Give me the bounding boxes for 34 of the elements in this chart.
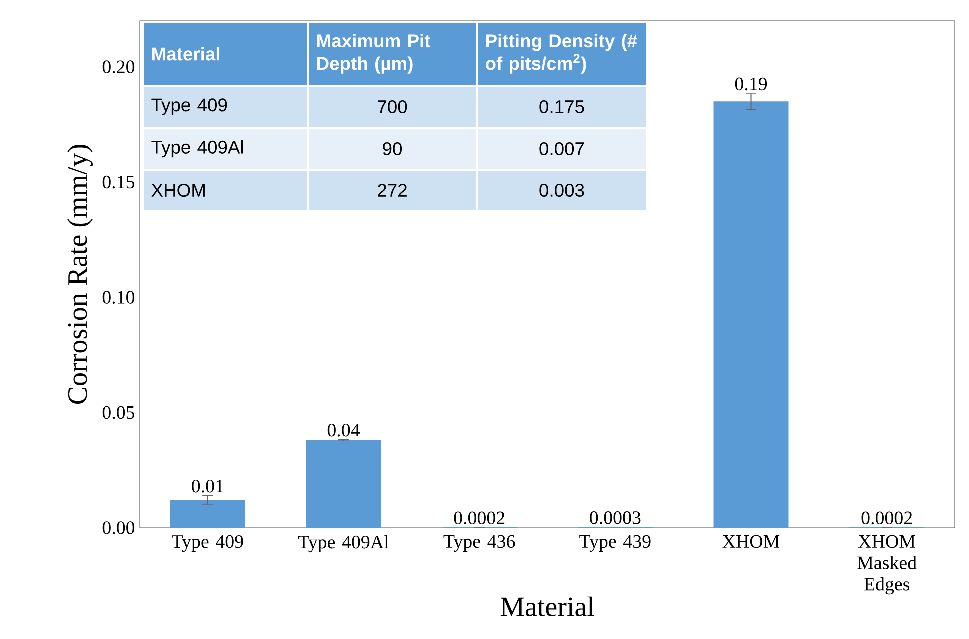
- annotation: 0.175: [540, 100, 584, 114]
- y-tick-label: 0.15: [102, 176, 135, 189]
- annotation: Pitting Density (# of pits/cm$^{2}$): [486, 34, 638, 74]
- annotation: Material: [152, 47, 220, 61]
- y-tick-label: 0.10: [102, 291, 135, 304]
- x-tick-label: Type 409Al: [298, 535, 389, 553]
- annotation: 700: [378, 100, 408, 114]
- y-tick-label: 0.05: [102, 406, 135, 420]
- data-label: 0.19: [735, 78, 768, 91]
- x-tick-label: Type 409: [172, 535, 244, 552]
- y-tick-label: 0.00: [102, 522, 135, 534]
- annotation: Maximum Pit Depth (µm): [318, 34, 431, 74]
- annotation: Type 409: [152, 98, 228, 116]
- y-axis-title: Corrosion Rate (mm/y): [68, 145, 94, 404]
- data-label: 0.0002: [454, 512, 505, 525]
- data-label: 0.01: [192, 480, 224, 493]
- annotation: Type 409Al: [152, 140, 244, 158]
- bar: [714, 102, 789, 528]
- x-tick-label: XHOM Masked Edges: [858, 535, 917, 595]
- x-axis-title: Material: [500, 596, 594, 617]
- annotation: 272: [378, 184, 407, 197]
- x-tick-label: Type 436: [444, 535, 516, 552]
- annotation: XHOM: [152, 184, 205, 198]
- bar: [306, 440, 382, 528]
- data-label: 0.04: [328, 424, 360, 437]
- bar: [170, 500, 246, 528]
- x-tick-label: XHOM: [722, 535, 780, 548]
- annotation: 0.007: [540, 142, 584, 156]
- data-label: 0.0002: [862, 512, 912, 525]
- x-tick-label: Type 439: [580, 535, 651, 552]
- annotation: 0.003: [540, 184, 584, 198]
- y-tick-label: 0.20: [102, 60, 135, 74]
- data-label: 0.0003: [590, 512, 641, 524]
- annotation: 90: [383, 142, 402, 156]
